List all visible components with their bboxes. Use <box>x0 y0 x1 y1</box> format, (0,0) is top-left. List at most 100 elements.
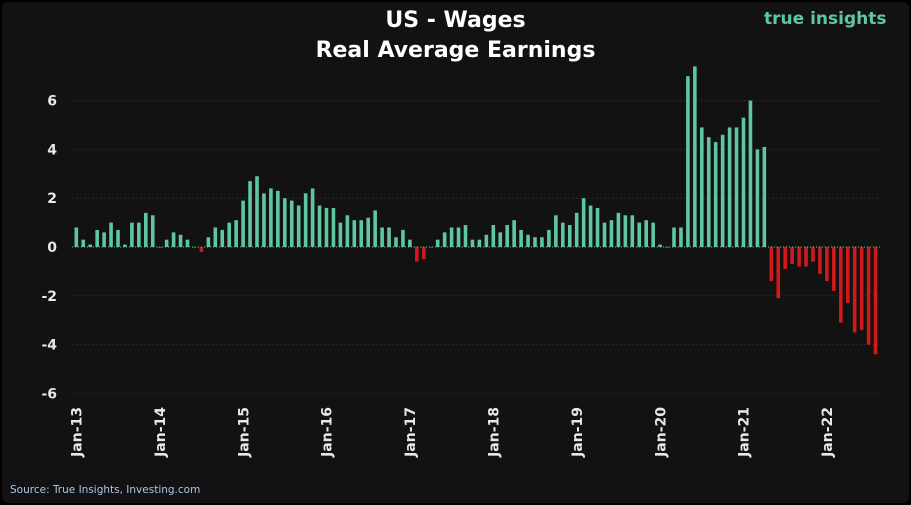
bar <box>109 222 113 247</box>
bar <box>498 232 503 247</box>
bar <box>317 205 322 247</box>
bar <box>331 207 336 247</box>
bar <box>783 247 787 269</box>
bar <box>540 237 544 247</box>
bar <box>289 200 294 247</box>
bar <box>241 200 245 247</box>
bar <box>637 222 642 247</box>
bar <box>845 247 850 304</box>
bar <box>581 198 586 247</box>
x-tick-label: Jan-16 <box>320 407 336 458</box>
bar <box>185 239 190 247</box>
bar <box>852 247 857 333</box>
bar <box>366 217 370 247</box>
x-tick-label: Jan-13 <box>70 407 86 458</box>
bar <box>206 237 211 247</box>
bar <box>408 239 412 247</box>
bar <box>825 247 829 282</box>
bar <box>804 247 808 267</box>
bar <box>442 232 447 247</box>
bar <box>428 247 433 248</box>
bar <box>609 220 614 247</box>
bar <box>81 239 86 247</box>
bar <box>102 232 106 247</box>
bar <box>547 229 551 247</box>
bar <box>839 247 843 323</box>
brand-word-insights: insights <box>810 9 887 29</box>
bar <box>296 205 301 247</box>
x-tick-label: Jan-20 <box>653 407 669 458</box>
y-tick-label: -6 <box>41 386 57 402</box>
bar <box>255 176 259 247</box>
y-tick-label: 0 <box>47 240 57 256</box>
x-tick-label: Jan-18 <box>487 407 503 458</box>
bar <box>359 220 364 247</box>
bar <box>595 207 600 247</box>
bar <box>832 247 836 291</box>
x-tick-label: Jan-17 <box>403 407 419 458</box>
bar <box>144 212 148 247</box>
title-line-1: US - Wages <box>385 8 526 33</box>
bar <box>651 222 655 247</box>
bar <box>74 227 79 247</box>
bar <box>150 215 155 247</box>
bar <box>776 247 781 299</box>
bar <box>526 234 530 247</box>
y-axis-labels: -6 -4 -2 0 2 4 6 <box>41 94 57 403</box>
bar <box>512 220 516 247</box>
x-tick-label: Jan-22 <box>820 407 836 458</box>
x-tick-label: Jan-21 <box>737 407 753 458</box>
bar <box>137 222 141 247</box>
bar <box>679 227 683 247</box>
x-tick-label: Jan-15 <box>236 407 252 458</box>
bar <box>720 134 725 247</box>
bar <box>755 149 760 247</box>
bar <box>456 227 461 247</box>
bars <box>74 66 878 355</box>
bar <box>700 127 704 247</box>
bar <box>338 222 343 247</box>
bar <box>262 193 266 247</box>
bar <box>123 244 127 247</box>
y-tick-label: 6 <box>47 94 57 110</box>
bar <box>463 225 468 247</box>
bar <box>567 225 572 247</box>
bar <box>373 210 377 247</box>
bar <box>748 100 753 247</box>
bar <box>310 188 315 247</box>
bar <box>248 181 252 247</box>
bar <box>533 237 537 247</box>
bar <box>630 215 635 247</box>
bar <box>859 247 864 330</box>
bar <box>422 247 426 260</box>
bar <box>713 142 718 247</box>
bar <box>171 232 176 247</box>
bar <box>164 239 169 247</box>
bar <box>269 188 273 247</box>
bar <box>665 247 669 248</box>
bar <box>519 229 523 247</box>
bar <box>234 220 238 247</box>
bar <box>693 66 697 247</box>
bar <box>415 247 419 262</box>
bar <box>727 127 732 247</box>
bar <box>866 247 871 345</box>
bar <box>741 117 746 248</box>
bar <box>762 146 767 247</box>
bar <box>588 205 593 247</box>
y-tick-label: -4 <box>41 338 57 354</box>
bar <box>686 76 690 247</box>
x-tick-label: Jan-19 <box>570 407 586 458</box>
y-tick-label: 4 <box>47 142 57 158</box>
bar <box>672 227 676 247</box>
bar <box>811 247 815 262</box>
bar <box>394 237 398 247</box>
brand-word-true: true <box>764 9 805 29</box>
y-tick-label: 2 <box>47 191 57 207</box>
bar <box>449 227 454 247</box>
bar <box>88 244 92 247</box>
source-note: Source: True Insights, Investing.com <box>10 484 201 496</box>
bar <box>283 198 287 247</box>
bar <box>324 207 329 247</box>
bar <box>790 247 794 265</box>
